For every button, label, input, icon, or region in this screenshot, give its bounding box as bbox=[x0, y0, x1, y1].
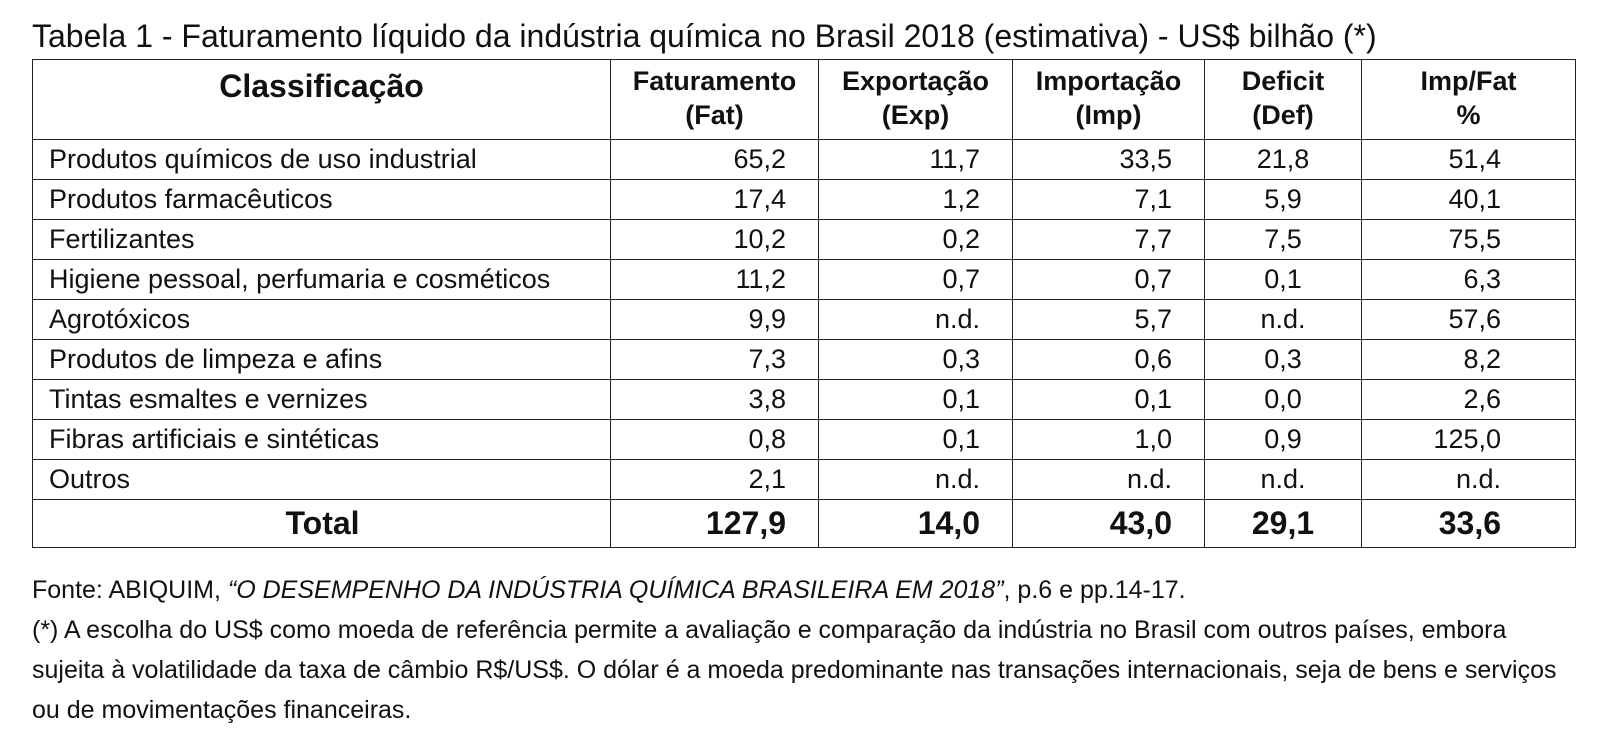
total-row-label: Total bbox=[32, 499, 611, 548]
header-deficit: Deficit (Def) bbox=[1204, 59, 1362, 140]
header-importacao: Importação (Imp) bbox=[1012, 59, 1205, 140]
table-row: Tintas esmaltes e vernizes 3,8 0,1 0,1 0,0 2,… bbox=[32, 379, 1576, 420]
cell-imp-fat: n.d. bbox=[1361, 459, 1576, 500]
cell-importacao: 7,7 bbox=[1012, 219, 1205, 260]
cell-importacao: 33,5 bbox=[1012, 139, 1205, 180]
data-table: Classificação Faturamento (Fat) Exportaç… bbox=[32, 59, 1576, 548]
row-label: Produtos químicos de uso industrial bbox=[32, 139, 611, 180]
table-row: Fertilizantes 10,2 0,2 7,7 7,5 75,5 bbox=[32, 219, 1576, 260]
cell-importacao: 7,1 bbox=[1012, 179, 1205, 220]
table-body: Produtos químicos de uso industrial 65,2 1… bbox=[32, 139, 1576, 548]
header-line: (Imp) bbox=[1075, 100, 1142, 130]
cell-imp-fat: 40,1 bbox=[1361, 179, 1576, 220]
cell-imp-fat: 2,6 bbox=[1361, 379, 1576, 420]
total-cell-faturamento: 127,9 bbox=[610, 499, 819, 548]
header-line: (Def) bbox=[1252, 100, 1314, 130]
cell-imp-fat: 8,2 bbox=[1361, 339, 1576, 380]
cell-exportacao: n.d. bbox=[818, 459, 1013, 500]
total-cell-imp-fat: 33,6 bbox=[1361, 499, 1576, 548]
table-row: Agrotóxicos 9,9 n.d. 5,7 n.d. 57,6 bbox=[32, 299, 1576, 340]
header-imp-fat: Imp/Fat % bbox=[1361, 59, 1576, 140]
cell-exportacao: 0,7 bbox=[818, 259, 1013, 300]
cell-faturamento: 65,2 bbox=[610, 139, 819, 180]
header-line: Deficit bbox=[1241, 66, 1325, 96]
cell-deficit: 0,9 bbox=[1204, 419, 1362, 460]
row-label: Fertilizantes bbox=[32, 219, 611, 260]
row-label: Produtos farmacêuticos bbox=[32, 179, 611, 220]
total-cell-exportacao: 14,0 bbox=[818, 499, 1013, 548]
row-label: Agrotóxicos bbox=[32, 299, 611, 340]
cell-imp-fat: 6,3 bbox=[1361, 259, 1576, 300]
header-line: % bbox=[1456, 100, 1481, 130]
cell-deficit: 0,0 bbox=[1204, 379, 1362, 420]
cell-importacao: 5,7 bbox=[1012, 299, 1205, 340]
cell-faturamento: 2,1 bbox=[610, 459, 819, 500]
cell-faturamento: 11,2 bbox=[610, 259, 819, 300]
header-classification: Classificação bbox=[32, 59, 611, 140]
source-prefix: Fonte: ABIQUIM, bbox=[32, 576, 228, 604]
cell-faturamento: 10,2 bbox=[610, 219, 819, 260]
header-faturamento: Faturamento (Fat) bbox=[610, 59, 819, 140]
cell-imp-fat: 51,4 bbox=[1361, 139, 1576, 180]
cell-deficit: 7,5 bbox=[1204, 219, 1362, 260]
cell-exportacao: 11,7 bbox=[818, 139, 1013, 180]
cell-deficit: 21,8 bbox=[1204, 139, 1362, 180]
table-header-row: Classificação Faturamento (Fat) Exportaç… bbox=[32, 59, 1576, 140]
row-label: Outros bbox=[32, 459, 611, 500]
cell-imp-fat: 125,0 bbox=[1361, 419, 1576, 460]
cell-faturamento: 17,4 bbox=[610, 179, 819, 220]
header-exportacao: Exportação (Exp) bbox=[818, 59, 1013, 140]
cell-importacao: 0,1 bbox=[1012, 379, 1205, 420]
cell-deficit: n.d. bbox=[1204, 299, 1362, 340]
cell-importacao: 0,7 bbox=[1012, 259, 1205, 300]
source-citation: Fonte: ABIQUIM, “O DESEMPENHO DA INDÚSTR… bbox=[32, 570, 1572, 610]
cell-faturamento: 7,3 bbox=[610, 339, 819, 380]
table-row: Higiene pessoal, perfumaria e cosméticos… bbox=[32, 259, 1576, 300]
cell-importacao: 1,0 bbox=[1012, 419, 1205, 460]
header-line: Exportação bbox=[841, 66, 990, 96]
footer-notes: Fonte: ABIQUIM, “O DESEMPENHO DA INDÚSTR… bbox=[32, 570, 1572, 730]
cell-deficit: n.d. bbox=[1204, 459, 1362, 500]
header-line: Importação bbox=[1035, 66, 1182, 96]
cell-deficit: 5,9 bbox=[1204, 179, 1362, 220]
table-row: Produtos químicos de uso industrial 65,2 1… bbox=[32, 139, 1576, 180]
total-row: Total 127,9 14,0 43,0 29,1 33,6 bbox=[32, 499, 1576, 548]
row-label: Tintas esmaltes e vernizes bbox=[32, 379, 611, 420]
header-line: (Fat) bbox=[685, 100, 744, 130]
table-row: Fibras artificiais e sintéticas 0,8 0,1 1,0… bbox=[32, 419, 1576, 460]
header-line: (Exp) bbox=[881, 100, 950, 130]
row-label: Higiene pessoal, perfumaria e cosméticos bbox=[32, 259, 611, 300]
source-suffix: , p.6 e pp.14-17. bbox=[1003, 576, 1186, 604]
cell-exportacao: 0,2 bbox=[818, 219, 1013, 260]
cell-importacao: 0,6 bbox=[1012, 339, 1205, 380]
header-line: Faturamento bbox=[632, 66, 797, 96]
cell-deficit: 0,1 bbox=[1204, 259, 1362, 300]
cell-faturamento: 9,9 bbox=[610, 299, 819, 340]
row-label: Fibras artificiais e sintéticas bbox=[32, 419, 611, 460]
cell-imp-fat: 75,5 bbox=[1361, 219, 1576, 260]
cell-imp-fat: 57,6 bbox=[1361, 299, 1576, 340]
cell-faturamento: 0,8 bbox=[610, 419, 819, 460]
cell-exportacao: n.d. bbox=[818, 299, 1013, 340]
cell-importacao: n.d. bbox=[1012, 459, 1205, 500]
cell-exportacao: 0,3 bbox=[818, 339, 1013, 380]
table-row: Outros 2,1 n.d. n.d. n.d. n.d. bbox=[32, 459, 1576, 500]
cell-exportacao: 0,1 bbox=[818, 379, 1013, 420]
cell-deficit: 0,3 bbox=[1204, 339, 1362, 380]
cell-faturamento: 3,8 bbox=[610, 379, 819, 420]
table-row: Produtos de limpeza e afins 7,3 0,3 0,6 0,3 8… bbox=[32, 339, 1576, 380]
cell-exportacao: 1,2 bbox=[818, 179, 1013, 220]
table-title: Tabela 1 - Faturamento líquido da indúst… bbox=[32, 18, 1377, 54]
source-title: “O DESEMPENHO DA INDÚSTRIA QUÍMICA BRASI… bbox=[227, 576, 1004, 604]
row-label: Produtos de limpeza e afins bbox=[32, 339, 611, 380]
table-row: Produtos farmacêuticos 17,4 1,2 7,1 5,9 40,1 bbox=[32, 179, 1576, 220]
header-line: Imp/Fat bbox=[1420, 66, 1517, 96]
total-cell-importacao: 43,0 bbox=[1012, 499, 1205, 548]
footnote: (*) A escolha do US$ como moeda de refer… bbox=[32, 616, 1557, 724]
total-cell-deficit: 29,1 bbox=[1204, 499, 1362, 548]
cell-exportacao: 0,1 bbox=[818, 419, 1013, 460]
